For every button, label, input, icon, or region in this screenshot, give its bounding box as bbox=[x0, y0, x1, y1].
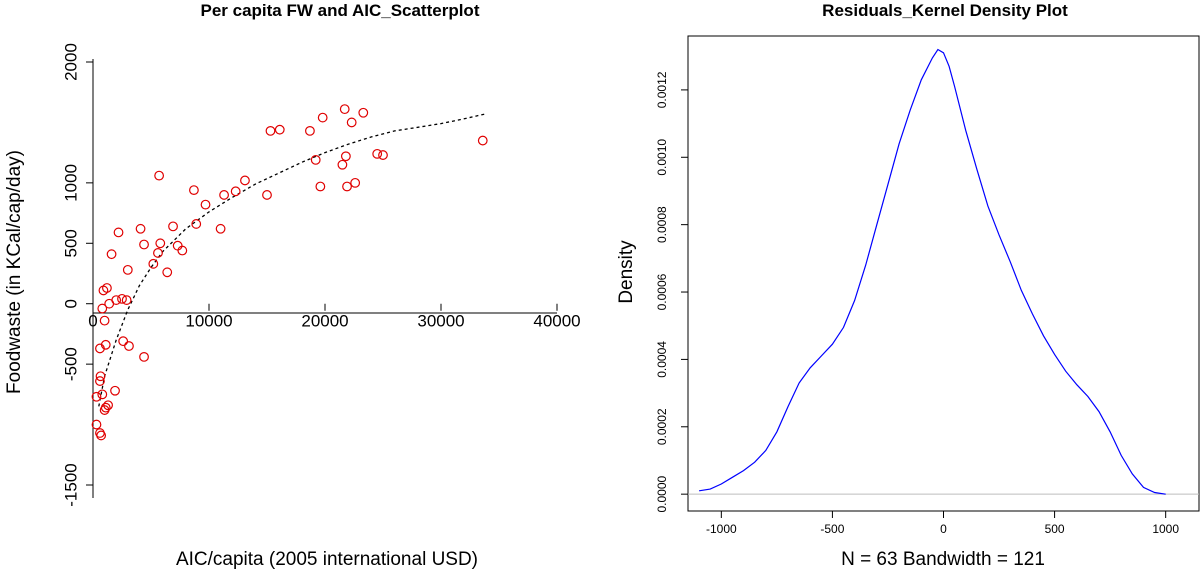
scatter-point bbox=[177, 245, 188, 256]
y-tick-label: 0.0012 bbox=[655, 71, 669, 108]
x-tick-label: 20000 bbox=[301, 312, 348, 331]
y-tick-label: 0.0000 bbox=[655, 475, 669, 512]
scatter-point bbox=[103, 400, 113, 411]
scatter-point bbox=[350, 177, 361, 188]
scatter-point bbox=[240, 175, 250, 186]
scatter-point bbox=[265, 125, 276, 136]
scatter-point bbox=[139, 239, 149, 250]
scatter-point bbox=[200, 199, 211, 210]
scatter-point bbox=[310, 154, 321, 165]
scatter-point bbox=[95, 376, 105, 386]
scatter-point bbox=[153, 248, 163, 258]
scatter-point bbox=[305, 125, 315, 136]
y-tick-label: -1500 bbox=[61, 463, 80, 506]
scatter-point bbox=[135, 223, 146, 234]
x-axis-label: AIC/capita (2005 international USD) bbox=[176, 549, 478, 570]
y-tick-label: -500 bbox=[61, 347, 80, 381]
scatter-point bbox=[99, 315, 110, 326]
scatter-point bbox=[315, 181, 326, 192]
scatter-point bbox=[337, 159, 348, 170]
scatter-point bbox=[346, 117, 357, 128]
scatter-point bbox=[111, 295, 122, 305]
scatter-point bbox=[96, 430, 107, 441]
scatter-point bbox=[106, 249, 117, 260]
scatter-point bbox=[155, 238, 166, 249]
x-tick-label: -500 bbox=[820, 522, 844, 536]
trend-line bbox=[98, 113, 486, 407]
scatter-point bbox=[339, 104, 350, 115]
scatter-point bbox=[97, 303, 108, 314]
scatter-point bbox=[95, 371, 106, 382]
density-panel: Residuals_Kernel Density Plot -1000 -500 0… bbox=[616, 1, 1200, 570]
scatter-point bbox=[219, 190, 229, 200]
plot-frame bbox=[687, 35, 1200, 512]
x-tick-label: 40000 bbox=[533, 312, 580, 331]
y-axis-ticks: 0.0000 0.0002 0.0004 0.0006 0.0008 0.0010 0.00… bbox=[655, 71, 688, 513]
y-tick-label: 0.0004 bbox=[655, 341, 669, 378]
scatter-point bbox=[477, 135, 488, 146]
scatter-point bbox=[121, 295, 132, 305]
y-axis-label: Density bbox=[616, 240, 637, 304]
x-tick-label: 0 bbox=[940, 522, 947, 536]
scatter-point bbox=[358, 107, 369, 118]
y-axis-label: Foodwaste (in KCal/cap/day) bbox=[4, 150, 25, 394]
y-tick-label: 0.0002 bbox=[655, 408, 669, 445]
x-tick-label: -1000 bbox=[706, 522, 737, 536]
x-tick-label: 30000 bbox=[417, 312, 464, 331]
scatter-point bbox=[100, 339, 111, 350]
scatter-point bbox=[274, 124, 285, 135]
scatterplot-panel: Per capita FW and AIC_Scatterplot 0 10000… bbox=[4, 1, 581, 570]
y-tick-label: 0.0006 bbox=[655, 273, 669, 310]
x-axis-ticks: -1000 -500 0 500 1000 bbox=[706, 511, 1179, 536]
x-axis-ticks: 0 10000 20000 30000 40000 bbox=[88, 303, 581, 331]
scatter-point bbox=[154, 170, 165, 181]
y-tick-label: 0 bbox=[61, 299, 80, 308]
x-tick-label: 10000 bbox=[185, 312, 232, 331]
scatter-point bbox=[342, 181, 352, 192]
scatter-point bbox=[122, 264, 133, 275]
scatter-point bbox=[118, 336, 129, 347]
scatter-point bbox=[117, 293, 127, 304]
y-tick-label: 0.0010 bbox=[655, 139, 669, 176]
scatter-point bbox=[262, 190, 272, 200]
scatterplot-title: Per capita FW and AIC_Scatterplot bbox=[201, 1, 480, 20]
y-axis-ticks: -1500 -500 0 500 1000 2000 bbox=[61, 43, 93, 507]
scatter-point bbox=[97, 389, 108, 400]
x-axis-label: N = 63 Bandwidth = 121 bbox=[841, 549, 1045, 570]
x-tick-label: 0 bbox=[88, 312, 97, 331]
scatter-point bbox=[162, 267, 173, 278]
scatter-point bbox=[100, 402, 111, 413]
scatter-point bbox=[110, 385, 120, 396]
scatter-point bbox=[139, 351, 149, 362]
y-tick-label: 500 bbox=[61, 229, 80, 257]
y-tick-label: 0.0008 bbox=[655, 206, 669, 243]
scatter-point bbox=[168, 221, 178, 232]
scatter-point bbox=[215, 223, 226, 234]
scatter-point bbox=[317, 112, 328, 123]
scatter-point bbox=[124, 341, 134, 351]
y-tick-label: 2000 bbox=[61, 43, 80, 81]
scatter-point bbox=[189, 185, 199, 196]
scatter-point bbox=[102, 283, 112, 293]
density-curve bbox=[699, 48, 1166, 495]
scatter-point bbox=[340, 151, 351, 162]
scatter-point bbox=[91, 419, 102, 430]
scatter-point bbox=[372, 148, 383, 159]
y-tick-label: 1000 bbox=[61, 164, 80, 202]
scatter-point bbox=[113, 227, 124, 238]
density-title: Residuals_Kernel Density Plot bbox=[822, 1, 1068, 20]
scatter-points bbox=[91, 104, 488, 441]
scatter-point bbox=[172, 240, 183, 251]
scatter-point bbox=[91, 391, 102, 402]
scatter-point bbox=[230, 186, 241, 197]
scatter-point bbox=[378, 150, 388, 160]
x-tick-label: 1000 bbox=[1152, 522, 1179, 536]
x-tick-label: 500 bbox=[1045, 522, 1065, 536]
scatter-point bbox=[191, 219, 202, 229]
scatter-point bbox=[148, 258, 159, 269]
